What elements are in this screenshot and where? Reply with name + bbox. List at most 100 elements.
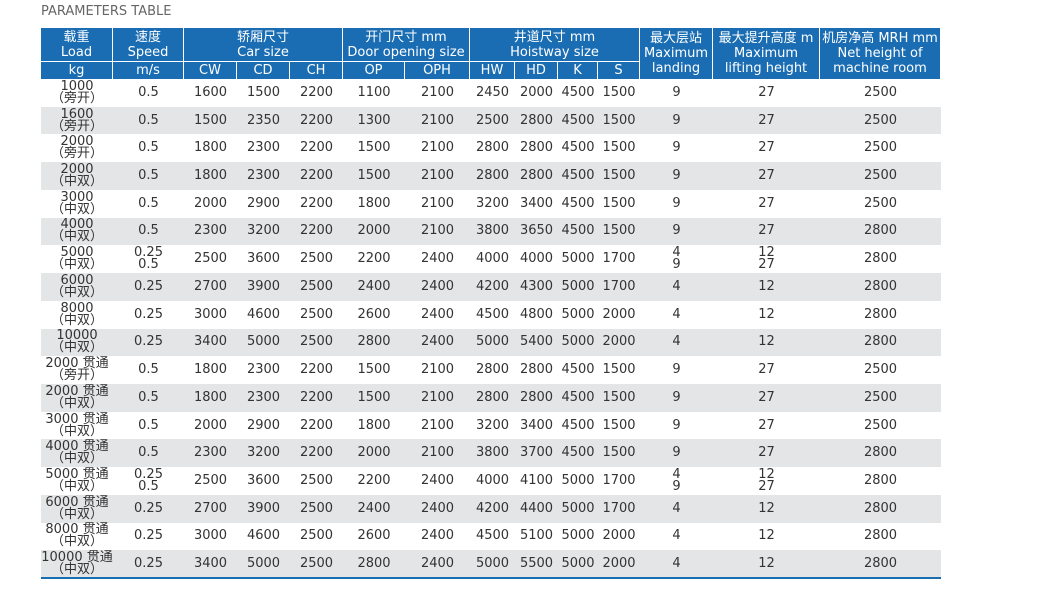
table-cell: 2700 (184, 494, 237, 523)
table-cell: 2500 (820, 106, 941, 135)
table-cell: 2350 (237, 106, 290, 135)
page-title: PARAMETERS TABLE (41, 4, 172, 19)
table-cell: 1700 (598, 273, 640, 301)
table-cell: 2800 (820, 522, 941, 551)
table-cell: 5000 (558, 494, 598, 523)
table-cell: 2800 (820, 550, 941, 578)
table-cell: 2000 (184, 411, 237, 440)
table-cell: 12 27 (713, 467, 820, 495)
table-cell: 5000 (558, 245, 598, 274)
table-cell: 27 (713, 162, 820, 190)
table-cell: 5000 贯通 （中双） (41, 467, 113, 495)
table-cell: 2100 (405, 162, 470, 190)
table-cell: 8000 贯通 （中双） (41, 522, 113, 551)
table-cell: 3900 (237, 494, 290, 523)
table-cell: 9 (640, 356, 713, 384)
table-cell: 2800 (515, 106, 558, 135)
table-cell: 2500 (290, 245, 343, 274)
table-cell: 3200 (470, 411, 515, 440)
table-cell: 3650 (515, 217, 558, 246)
table-cell: 0.5 (113, 439, 184, 468)
table-cell: 3200 (237, 439, 290, 468)
table-cell: 1500 (343, 356, 405, 384)
table-cell: 2100 (405, 217, 470, 246)
table-cell: 4500 (558, 189, 598, 218)
table-cell: 2100 (405, 439, 470, 468)
table-cell: 2000 (598, 300, 640, 329)
table-cell: 4500 (558, 162, 598, 190)
table-cell: 0.5 (113, 106, 184, 135)
table-cell: 4500 (558, 106, 598, 135)
table-cell: 3600 (237, 467, 290, 495)
table-cell: 4000 (515, 245, 558, 274)
table-cell: 12 (713, 494, 820, 523)
table-cell: 5000 (237, 550, 290, 578)
table-cell: 1800 (184, 356, 237, 384)
table-cell: 2000 (343, 439, 405, 468)
table-cell: 4500 (558, 383, 598, 412)
table-cell: 4500 (558, 134, 598, 163)
table-cell: 2100 (405, 411, 470, 440)
table-cell: 0.5 (113, 383, 184, 412)
table-cell: 2400 (405, 494, 470, 523)
table-cell: 2800 (515, 162, 558, 190)
table-cell: 2100 (405, 356, 470, 384)
table-cell: 2500 (290, 522, 343, 551)
table-cell: 2300 (237, 356, 290, 384)
header-group: 最大层站 Maximum landing (640, 28, 713, 79)
table-cell: 2800 (470, 356, 515, 384)
table-cell: 1700 (598, 245, 640, 274)
table-cell: 2800 (515, 134, 558, 163)
table-cell: 8000 （中双） (41, 300, 113, 329)
table-cell: 12 (713, 300, 820, 329)
table-cell: 1500 (598, 439, 640, 468)
table-cell: 2400 (405, 550, 470, 578)
table-cell: 2200 (290, 106, 343, 135)
header-sub: kg (41, 61, 113, 79)
table-cell: 2400 (343, 494, 405, 523)
table-cell: 2700 (184, 273, 237, 301)
table-cell: 2000 （旁开） (41, 134, 113, 163)
table-cell: 12 (713, 550, 820, 578)
table-cell: 2000 (184, 189, 237, 218)
table-cell: 4 (640, 494, 713, 523)
table-cell: 2500 (820, 79, 941, 107)
table-cell: 4500 (558, 356, 598, 384)
table-cell: 2500 (820, 356, 941, 384)
table-cell: 2900 (237, 411, 290, 440)
table-cell: 2800 (820, 273, 941, 301)
table-cell: 27 (713, 134, 820, 163)
table-cell: 5000 (558, 328, 598, 357)
table-cell: 2200 (290, 134, 343, 163)
table-cell: 4000 (470, 245, 515, 274)
table-cell: 2800 (343, 550, 405, 578)
table-cell: 27 (713, 439, 820, 468)
header-sub: CD (237, 61, 290, 79)
table-cell: 4400 (515, 494, 558, 523)
table-cell: 2200 (290, 79, 343, 107)
table-cell: 2500 (470, 106, 515, 135)
table-cell: 1500 (598, 79, 640, 107)
table-cell: 0.25 (113, 550, 184, 578)
table-cell: 2800 (343, 328, 405, 357)
table-cell: 2000 (598, 522, 640, 551)
table-cell: 4 (640, 273, 713, 301)
table-cell: 0.25 (113, 328, 184, 357)
table-cell: 10000 （中双） (41, 328, 113, 357)
table-cell: 3000 贯通 （中双） (41, 411, 113, 440)
table-cell: 2000 贯通 （旁开） (41, 356, 113, 384)
table-cell: 2400 (343, 273, 405, 301)
table-cell: 1800 (343, 189, 405, 218)
table-cell: 3200 (237, 217, 290, 246)
table-cell: 2400 (405, 522, 470, 551)
table-cell: 5000 (558, 467, 598, 495)
table-cell: 2500 (820, 162, 941, 190)
table-cell: 4800 (515, 300, 558, 329)
table-cell: 9 (640, 439, 713, 468)
table-cell: 1500 (598, 189, 640, 218)
table-cell: 2500 (820, 189, 941, 218)
table-cell: 1500 (598, 106, 640, 135)
table-cell: 27 (713, 189, 820, 218)
table-cell: 4500 (470, 300, 515, 329)
header-sub: S (598, 61, 640, 79)
